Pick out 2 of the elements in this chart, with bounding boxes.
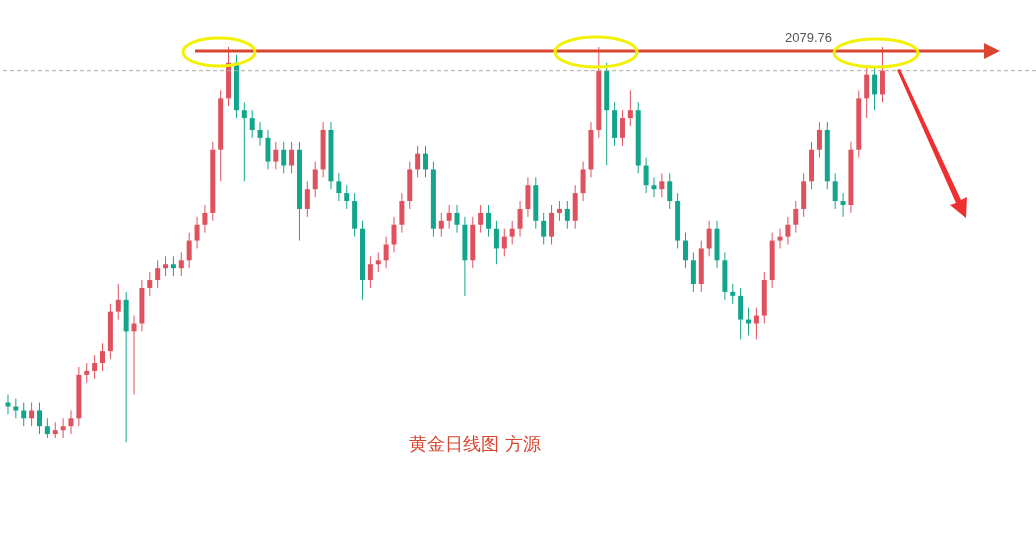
annotation: 黄金日线图 方源 [409, 433, 541, 454]
text: 2079.76 [785, 30, 832, 45]
